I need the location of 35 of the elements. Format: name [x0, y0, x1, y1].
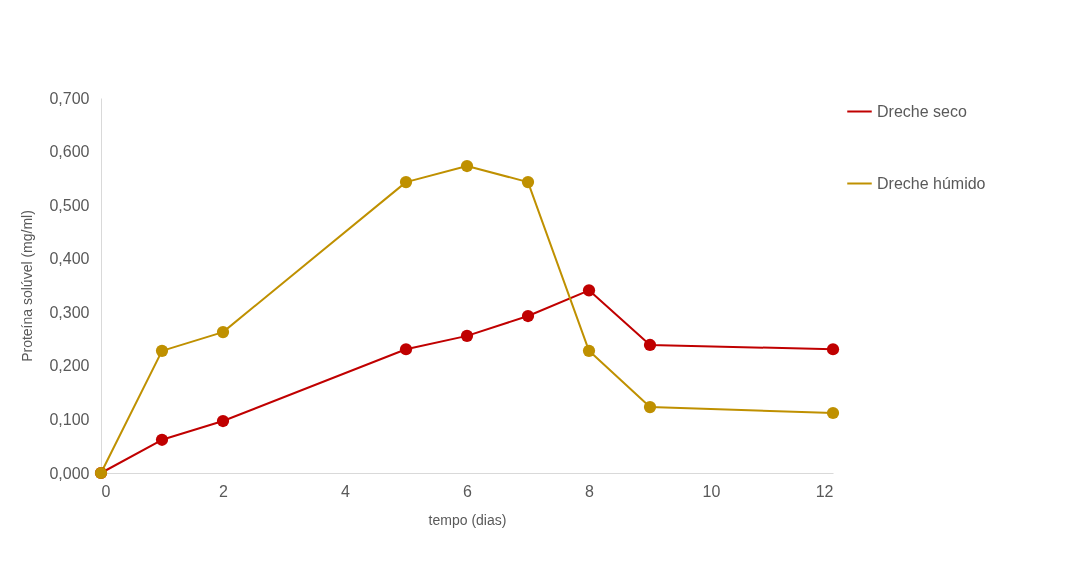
x-tick-label: 0 [101, 482, 111, 500]
y-tick-label: 0,600 [49, 143, 90, 161]
x-tick-label: 2 [219, 482, 229, 500]
point [521, 176, 535, 189]
point [460, 329, 474, 342]
point [155, 344, 169, 357]
y-tick-label: 0,300 [49, 303, 90, 321]
y-axis-title: Proteína solúvel (mg/ml) [19, 210, 36, 362]
point [826, 406, 840, 420]
y-tick-label: 0,400 [49, 250, 90, 268]
point [216, 326, 230, 339]
x-tick-label: 12 [815, 482, 834, 500]
x-axis-title: tempo (dias) [428, 511, 507, 528]
y-tick-label: 0,500 [49, 196, 90, 214]
point [460, 159, 474, 173]
point [521, 309, 535, 323]
point [643, 338, 657, 352]
point [399, 343, 413, 356]
point [216, 414, 230, 428]
y-tick-label: 0,200 [49, 357, 90, 375]
x-tick-label: 10 [702, 482, 721, 500]
point [582, 284, 596, 297]
legend-label: Dreche seco [877, 102, 967, 120]
point [155, 433, 169, 446]
y-tick-label: 0,700 [49, 89, 90, 107]
point [399, 176, 413, 189]
y-tick-label: 0,100 [49, 410, 90, 428]
legend-label: Dreche húmido [877, 174, 986, 192]
x-tick-label: 6 [463, 482, 473, 500]
point [826, 343, 840, 356]
y-tick-label: 0,000 [49, 464, 90, 482]
x-tick-label: 4 [341, 482, 351, 500]
point [582, 344, 596, 357]
point [643, 401, 657, 414]
x-tick-label: 8 [585, 482, 595, 500]
